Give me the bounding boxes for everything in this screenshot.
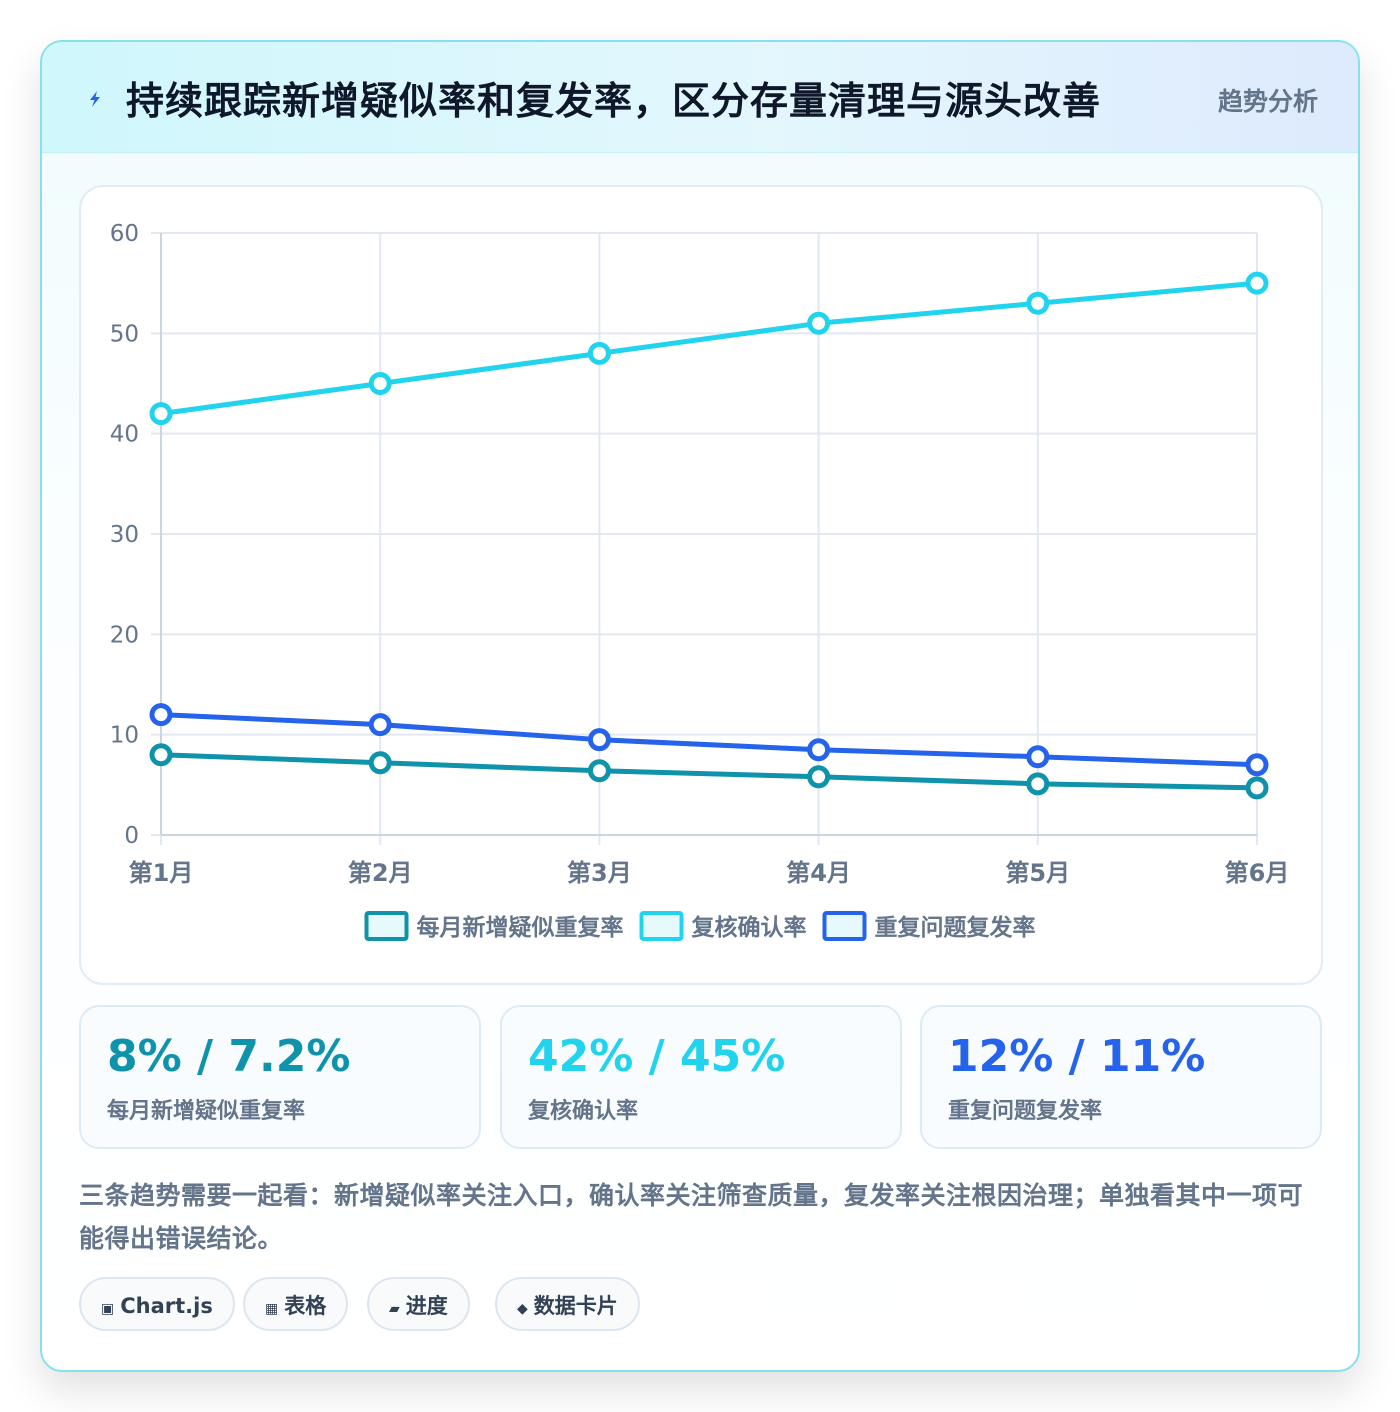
stat-card-confirm-rate: 42% / 45% 复核确认率	[500, 1005, 902, 1149]
y-tick-label: 20	[110, 622, 139, 648]
card-header: 持续跟踪新增疑似率和复发率，区分存量清理与源头改善 趋势分析	[42, 42, 1358, 153]
chip-label: 数据卡片	[533, 1294, 618, 1318]
data-point	[149, 402, 173, 426]
legend-label: 重复问题复发率	[875, 914, 1036, 941]
legend-swatch	[364, 911, 409, 941]
data-point	[149, 743, 173, 767]
data-point	[1245, 271, 1269, 295]
chart-card: 持续跟踪新增疑似率和复发率，区分存量清理与源头改善 趋势分析 0 10 20 30 40…	[40, 40, 1360, 1372]
x-tick-label: 第6月	[1225, 859, 1290, 887]
chip-progress[interactable]: ▰ 进度	[367, 1277, 470, 1331]
y-tick-label: 10	[110, 723, 139, 749]
x-tick-label: 第2月	[348, 859, 413, 887]
stat-card-new-suspect: 8% / 7.2% 每月新增疑似重复率	[79, 1005, 481, 1149]
data-point	[1026, 291, 1050, 315]
lightning-icon	[90, 91, 100, 107]
data-point	[807, 765, 831, 789]
series-line-3	[158, 712, 1260, 768]
summary-note: 三条趋势需要一起看：新增疑似率关注入口，确认率关注筛查质量，复发率关注根因治理；…	[79, 1181, 1304, 1253]
data-point	[1245, 753, 1269, 777]
series-line-1	[158, 752, 1260, 791]
diamond-icon: ◆	[517, 1301, 528, 1317]
line-chart: 0 10 20 30 40 50 60 第1月 第2月 第3月 第4月 第5月 第6月每月新增疑似重复率…	[110, 221, 1290, 941]
data-point	[587, 341, 611, 365]
y-tick-label: 50	[110, 321, 139, 347]
chip-label: 表格	[284, 1294, 327, 1318]
legend-label: 复核确认率	[691, 914, 807, 941]
data-point	[368, 713, 392, 737]
y-tick-label: 60	[110, 221, 139, 247]
chart-icon: ▣	[101, 1301, 115, 1317]
data-point	[149, 703, 173, 727]
y-tick-label: 0	[124, 823, 139, 849]
x-tick-label: 第1月	[129, 859, 194, 887]
x-tick-label: 第3月	[567, 859, 632, 887]
data-point	[1245, 776, 1269, 800]
table-icon: ▦	[265, 1301, 279, 1317]
chip-data-card[interactable]: ◆ 数据卡片	[495, 1277, 640, 1331]
stat-value: 42% / 45%	[528, 1031, 786, 1082]
chip-label: 进度	[405, 1294, 448, 1318]
series-line-2	[158, 280, 1260, 417]
chart-container: 0 10 20 30 40 50 60 第1月 第2月 第3月 第4月 第5月 第6月每月新增疑似重复率…	[79, 185, 1323, 985]
stat-label: 重复问题复发率	[948, 1099, 1103, 1124]
chip-label: Chart.js	[120, 1294, 213, 1318]
y-tick-label: 40	[110, 422, 139, 448]
section-tag: 趋势分析	[1217, 87, 1318, 116]
legend-label: 每月新增疑似重复率	[417, 914, 624, 941]
data-point	[807, 311, 831, 335]
data-point	[587, 728, 611, 752]
y-tick-label: 30	[110, 522, 139, 548]
progress-icon: ▰	[389, 1301, 400, 1317]
data-point	[368, 372, 392, 395]
data-point	[807, 738, 831, 762]
stat-label: 复核确认率	[528, 1099, 639, 1124]
stat-value: 12% / 11%	[948, 1031, 1206, 1082]
stat-card-recurrence-rate: 12% / 11% 重复问题复发率	[920, 1005, 1322, 1149]
legend-swatch	[822, 911, 867, 941]
data-point	[1026, 745, 1050, 769]
chip-table[interactable]: ▦ 表格	[243, 1277, 349, 1331]
x-tick-label: 第4月	[786, 859, 851, 887]
stat-label: 每月新增疑似重复率	[107, 1099, 306, 1124]
stat-value: 8% / 7.2%	[107, 1031, 351, 1082]
data-point	[587, 759, 611, 783]
x-tick-label: 第5月	[1005, 859, 1070, 887]
chip-chartjs[interactable]: ▣ Chart.js	[79, 1277, 235, 1331]
legend-swatch	[639, 911, 684, 941]
data-point	[1026, 772, 1050, 796]
data-point	[368, 751, 392, 775]
page-title: 持续跟踪新增疑似率和复发率，区分存量清理与源头改善	[126, 79, 1102, 123]
